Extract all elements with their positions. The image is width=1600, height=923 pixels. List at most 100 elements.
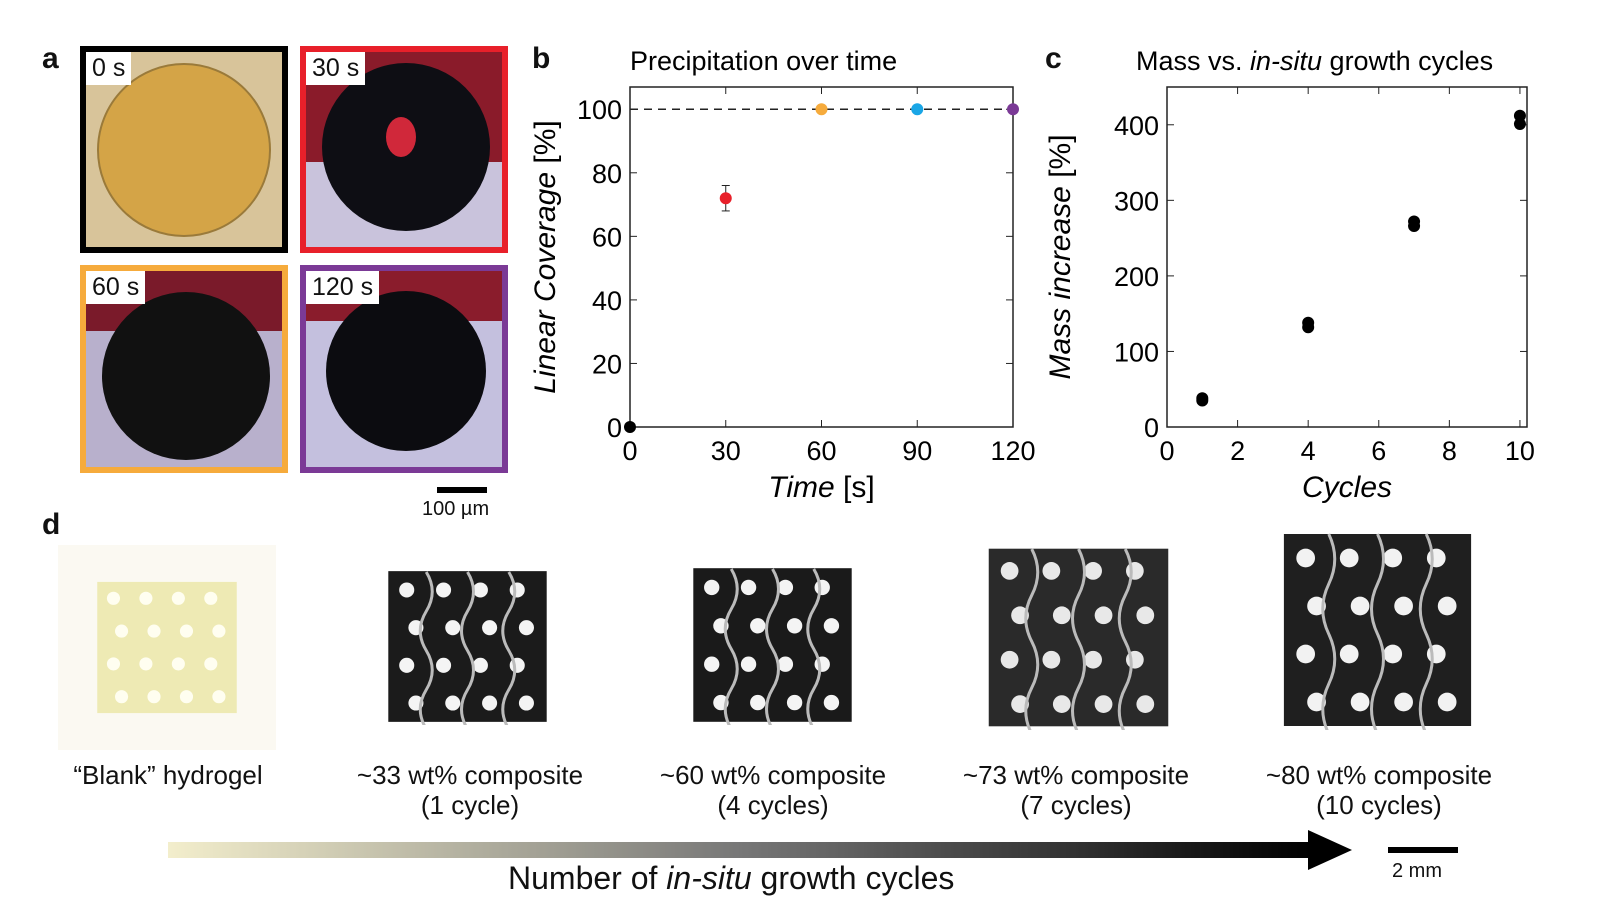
x-tick-label: 30	[711, 436, 741, 466]
lattice-pore	[1437, 596, 1457, 616]
x-tick-label: 60	[806, 436, 836, 466]
lattice-pore	[704, 656, 720, 672]
lattice-pore	[1339, 644, 1359, 664]
lattice-pore	[1350, 692, 1370, 712]
lattice-pore	[204, 591, 218, 605]
y-tick-label: 200	[1114, 262, 1159, 292]
lattice-pore	[1383, 644, 1403, 664]
lattice-pore	[740, 579, 757, 596]
x-tick-label: 90	[902, 436, 932, 466]
lattice-pore	[1136, 606, 1155, 625]
data-point	[1302, 316, 1315, 329]
lattice-pore	[436, 657, 452, 673]
x-tick-label: 120	[990, 436, 1035, 466]
lattice-pore	[1094, 606, 1113, 625]
lattice-pore	[1307, 692, 1326, 712]
chart-title: Mass vs. in-situ growth cycles	[1136, 46, 1493, 76]
panel-a-letter: a	[42, 42, 59, 75]
y-axis-label: Linear Coverage [%]	[529, 120, 562, 394]
lattice-pore	[518, 620, 534, 636]
lattice-pore	[436, 582, 452, 598]
lattice-strut	[1117, 548, 1133, 730]
lattice-pore	[1394, 596, 1413, 616]
micrograph-60s: 60 s	[80, 265, 288, 473]
lattice-pore	[1084, 562, 1102, 580]
x-tick-label: 4	[1301, 436, 1316, 466]
x-tick-label: 8	[1442, 436, 1457, 466]
data-point	[1513, 109, 1526, 122]
y-tick-label: 0	[1144, 413, 1159, 443]
lattice-pore	[1000, 650, 1019, 669]
lattice-pore	[399, 582, 415, 598]
lattice-pore	[1094, 695, 1113, 713]
y-tick-label: 100	[577, 95, 622, 125]
x-tick-label: 0	[622, 436, 637, 466]
y-tick-label: 20	[592, 349, 622, 379]
lattice-pore	[115, 624, 129, 638]
growth-arrow	[168, 830, 1352, 870]
lattice-pore	[1052, 606, 1071, 625]
scale-bar-label: 100 µm	[422, 498, 490, 520]
y-tick-label: 60	[592, 222, 622, 252]
lattice-pore	[204, 657, 218, 671]
arrow-label: Number of in-situ growth cycles	[508, 860, 955, 896]
lattice-pore	[179, 624, 194, 638]
lattice-pore	[1383, 548, 1403, 568]
lattice-pore	[1084, 650, 1102, 669]
y-tick-label: 400	[1114, 111, 1159, 141]
data-point	[719, 192, 732, 205]
micrograph-0s: 0 s	[80, 46, 288, 253]
coverage-chart: 0 30 60 90 120 0 20 40 60 80 100 Precipitation over…	[529, 46, 1036, 504]
lattice-strut	[1024, 548, 1040, 730]
lattice-pore	[179, 690, 194, 704]
lattice-pore	[1296, 548, 1316, 568]
y-tick-label: 40	[592, 286, 622, 316]
sample-photo	[58, 545, 276, 750]
lattice-strut	[765, 568, 780, 725]
data-point	[624, 421, 636, 433]
lattice-strut	[806, 568, 822, 725]
lattice-pore	[509, 582, 525, 598]
x-tick-label: 6	[1371, 436, 1386, 466]
lattice-pore	[1426, 548, 1446, 568]
lattice-pore	[1394, 692, 1413, 712]
time-label: 120 s	[306, 271, 380, 304]
sample-caption: ~80 wt% composite (10 cycles)	[1265, 760, 1493, 820]
data-point	[815, 103, 828, 116]
lattice-pore	[750, 694, 766, 711]
micrograph-120s: 120 s	[300, 265, 508, 473]
scale-bar	[437, 487, 487, 493]
data-point	[1513, 118, 1526, 131]
lattice-pore	[1125, 562, 1144, 580]
lattice-strut	[723, 568, 739, 725]
lattice-pore	[147, 624, 161, 638]
lattice-pore	[482, 620, 498, 636]
data-point	[1007, 103, 1019, 116]
lattice-pore	[115, 690, 129, 704]
y-axis-label: Mass increase [%]	[1044, 134, 1077, 379]
scale-bar-label: 2 mm	[1392, 860, 1442, 882]
lattice-pore	[1000, 562, 1019, 580]
lattice-strut	[418, 571, 434, 725]
lattice-pore	[171, 657, 185, 671]
lattice-strut	[1370, 533, 1385, 730]
lattice-pore	[1350, 596, 1370, 616]
lattice-pore	[1437, 692, 1457, 712]
lattice-pore	[139, 591, 153, 605]
lattice-pore	[106, 657, 121, 671]
data-point	[1408, 215, 1421, 228]
time-label: 0 s	[86, 52, 132, 85]
lattice-pore	[1307, 596, 1326, 616]
lattice-pore	[823, 694, 840, 711]
lattice-pore	[786, 618, 803, 634]
lattice-pore	[212, 690, 226, 704]
time-label: 60 s	[86, 271, 146, 304]
lattice-pore	[1136, 695, 1155, 713]
sample-caption: ~60 wt% composite (4 cycles)	[659, 760, 887, 820]
data-point	[1196, 392, 1209, 405]
plot-frame	[1166, 86, 1528, 428]
y-tick-label: 300	[1114, 186, 1159, 216]
chart-title: Precipitation over time	[630, 46, 897, 76]
panel-d-letter: d	[42, 508, 61, 541]
